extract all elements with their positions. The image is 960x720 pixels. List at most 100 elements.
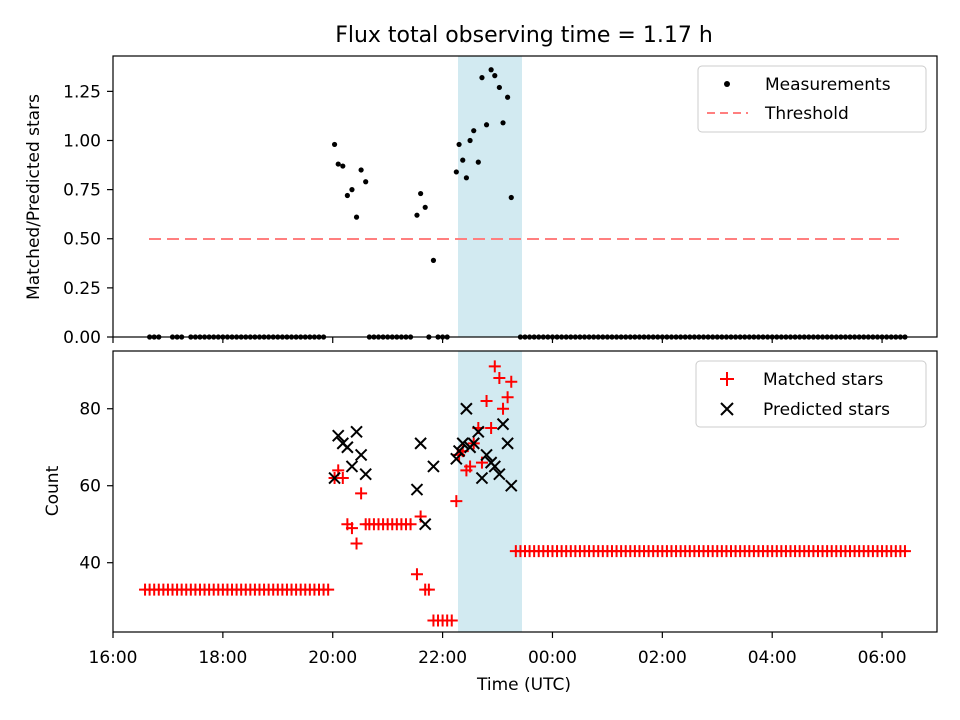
predicted-star-point: [472, 425, 485, 439]
matched-star-point: [410, 568, 423, 581]
matched-star-point: [422, 583, 435, 596]
matched-star-point: [493, 371, 506, 384]
x-tick-label: 16:00: [89, 648, 138, 668]
predicted-star-point: [354, 448, 368, 462]
predicted-star-point: [341, 441, 354, 454]
measurement-point: [456, 141, 462, 148]
measurement-point: [508, 194, 514, 201]
predicted-star-point: [350, 425, 363, 439]
measurement-point: [492, 73, 498, 79]
measurement-point: [353, 214, 360, 220]
x-tick-label: 06:00: [858, 648, 907, 668]
measurement-point: [340, 163, 346, 169]
legend-matched-marker: [720, 372, 734, 386]
legend-measurements-label: Measurements: [765, 75, 891, 95]
x-tick-label: 04:00: [748, 648, 797, 668]
measurement-point: [475, 159, 481, 165]
bottom-axes-frame: [112, 350, 938, 633]
x-tick-label: 18:00: [198, 648, 247, 668]
legend-predicted-label: Predicted stars: [763, 400, 890, 420]
matched-star-point: [480, 395, 493, 408]
bottom-x-ticks: 16:00 18:00 20:00 22:00 00:00 02:00 04:00 06:00: [89, 632, 907, 668]
matched-star-point: [445, 614, 458, 627]
top-panel: 0.00 0.25 0.50 0.75 1.00 1.25 Matched/Predict…: [24, 55, 938, 348]
measurement-point: [422, 204, 428, 210]
matched-star-point: [322, 583, 335, 596]
predicted-star-point: [501, 437, 514, 450]
legend-measurements-marker: [724, 81, 730, 87]
predicted-star-point: [345, 460, 359, 473]
predicted-star-point: [332, 429, 345, 442]
measurement-point: [418, 190, 424, 197]
predicted-star-point: [414, 437, 427, 450]
predicted-star-point: [460, 402, 473, 415]
y-tick-label: 0.25: [63, 279, 101, 299]
predicted-star-point: [456, 437, 469, 450]
y-tick-label: 1.00: [63, 131, 101, 151]
matched-star-point: [488, 360, 501, 373]
top-axes-frame: [112, 55, 938, 338]
predicted-star-point: [475, 471, 489, 485]
predicted-star-point: [480, 448, 493, 462]
y-tick-label: 80: [79, 400, 101, 420]
matched-star-point: [350, 537, 363, 550]
measurement-point: [479, 75, 485, 81]
bottom-legend-box: [695, 360, 927, 428]
y-tick-label: 0.75: [63, 181, 101, 201]
measurement-point: [430, 257, 437, 263]
measurement-point: [331, 141, 338, 148]
predicted-star-point: [418, 518, 432, 531]
matched-star-point: [345, 522, 358, 535]
measurement-point: [414, 212, 420, 218]
legend-predicted-marker: [720, 402, 734, 416]
matched-star-point: [501, 391, 514, 404]
predicted-star-point: [505, 479, 518, 492]
predicted-star-point: [452, 444, 466, 458]
bottom-band: [458, 351, 522, 632]
y-tick-label: 0.00: [63, 328, 101, 348]
predicted-star-point: [410, 483, 424, 496]
measurement-point: [335, 161, 341, 167]
y-tick-label: 60: [79, 477, 101, 497]
measurement-point: [358, 167, 364, 173]
predicted-stars-points: [328, 402, 518, 531]
top-legend-box: [697, 65, 927, 133]
measurement-point: [453, 169, 459, 175]
predicted-star-point: [467, 437, 480, 450]
predicted-star-point: [488, 460, 501, 473]
predicted-star-point: [493, 467, 506, 481]
legend-matched-label: Matched stars: [763, 370, 883, 390]
matched-star-point: [464, 460, 477, 473]
chart-title: Flux total observing time = 1.17 h: [335, 23, 713, 48]
matched-star-point: [497, 402, 510, 415]
measurement-point: [500, 120, 506, 126]
top-y-ticks: 0.00 0.25 0.50 0.75 1.00 1.25: [63, 82, 113, 348]
x-tick-label: 00:00: [528, 648, 577, 668]
measurement-point: [483, 122, 490, 128]
top-y-axis-label: Matched/Predicted stars: [24, 94, 44, 300]
predicted-star-point: [359, 467, 372, 481]
y-tick-label: 40: [79, 554, 101, 574]
measurement-point: [505, 94, 511, 100]
predicted-star-point: [496, 417, 510, 431]
top-x-ticks: [112, 337, 883, 343]
x-tick-label: 20:00: [308, 648, 357, 668]
matched-star-point: [898, 545, 911, 558]
top-legend: Measurements Threshold: [697, 65, 927, 133]
bottom-legend: Matched stars Predicted stars: [695, 360, 927, 428]
matched-star-point: [336, 472, 349, 485]
matched-star-point: [404, 518, 417, 531]
measurement-point: [363, 179, 369, 185]
matched-star-point: [485, 421, 498, 434]
bottom-y-ticks: 40 60 80: [79, 400, 113, 574]
predicted-star-point: [427, 460, 440, 473]
bottom-y-axis-label: Count: [43, 465, 63, 516]
measurement-point: [471, 128, 477, 134]
x-tick-label: 22:00: [418, 648, 467, 668]
measurement-point: [496, 84, 502, 91]
matched-star-point: [505, 375, 518, 388]
x-axis-label: Time (UTC): [476, 675, 571, 695]
measurement-point: [463, 175, 470, 181]
y-tick-label: 1.25: [63, 82, 101, 102]
